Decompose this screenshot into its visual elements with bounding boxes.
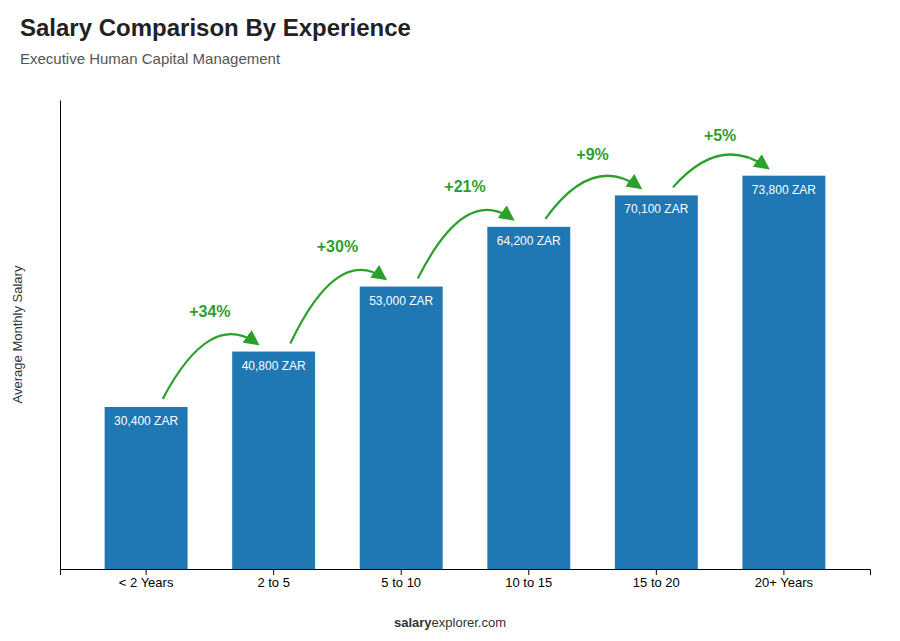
annotation: +30%	[317, 238, 358, 255]
annotation: +9%	[576, 146, 608, 163]
x-tick: 5 to 10	[381, 569, 421, 590]
bars	[105, 176, 826, 569]
annotation-arrow	[163, 334, 257, 399]
x-tick-mark	[273, 569, 274, 575]
x-tick-mark	[401, 569, 402, 575]
x-tick-mark	[783, 569, 784, 575]
data-label: 73,800 ZAR	[752, 183, 816, 197]
x-tick-label: 10 to 15	[505, 575, 552, 590]
x-tick-label: 2 to 5	[257, 575, 290, 590]
x-tick-mark	[146, 569, 147, 575]
x-tick: 10 to 15	[505, 569, 552, 590]
data-label: 53,000 ZAR	[369, 294, 433, 308]
data-label: 30,400 ZAR	[114, 414, 178, 428]
x-tick-mark	[656, 569, 657, 575]
subtitle: Executive Human Capital Management	[20, 50, 281, 67]
annotation: +5%	[704, 127, 736, 144]
footer: salaryexplorer.com	[394, 615, 506, 630]
y-axis-line	[60, 101, 61, 570]
x-axis-line	[61, 570, 871, 576]
x-tick: 20+ Years	[755, 569, 814, 590]
plot-area: 30,400 ZAR 40,800 ZAR 53,000 ZAR 64,200 ZAR…	[61, 101, 871, 591]
bar	[232, 352, 315, 569]
bar	[487, 227, 570, 569]
x-tick-label: 5 to 10	[381, 575, 421, 590]
title: Salary Comparison By Experience	[20, 14, 411, 41]
footer-part: explorer.com	[432, 615, 506, 630]
chart: Salary Comparison By Experience Executive…	[0, 0, 900, 641]
x-tick: 15 to 20	[633, 569, 680, 590]
annotation-arrow	[418, 210, 512, 279]
x-tick-mark	[528, 569, 529, 575]
x-tick-label: 15 to 20	[633, 575, 680, 590]
bar	[360, 287, 443, 569]
data-label: 70,100 ZAR	[624, 202, 688, 216]
bar	[615, 195, 698, 569]
data-labels: 30,400 ZAR 40,800 ZAR 53,000 ZAR 64,200 ZAR…	[114, 183, 816, 428]
annotation: +34%	[189, 303, 230, 320]
bar	[742, 176, 825, 569]
bar	[105, 407, 188, 569]
x-tick-label: < 2 Years	[119, 575, 174, 590]
x-axis: < 2 Years 2 to 5 5 to 10 10 to 15 15 to 20 20…	[61, 569, 871, 590]
data-label: 64,200 ZAR	[497, 234, 561, 248]
footer-part: salary	[394, 615, 432, 630]
y-axis	[60, 101, 61, 570]
annotations: +34% +30% +21% +9% +5%	[163, 127, 768, 399]
annotation-arrow	[290, 270, 384, 344]
x-tick: 2 to 5	[257, 569, 290, 590]
y-axis-title: Average Monthly Salary	[10, 265, 25, 403]
x-tick: < 2 Years	[119, 569, 174, 590]
annotation: +21%	[444, 178, 485, 195]
annotation-arrow	[673, 155, 767, 188]
x-tick-label: 20+ Years	[755, 575, 814, 590]
annotation-arrow	[545, 176, 639, 219]
data-label: 40,800 ZAR	[242, 359, 306, 373]
